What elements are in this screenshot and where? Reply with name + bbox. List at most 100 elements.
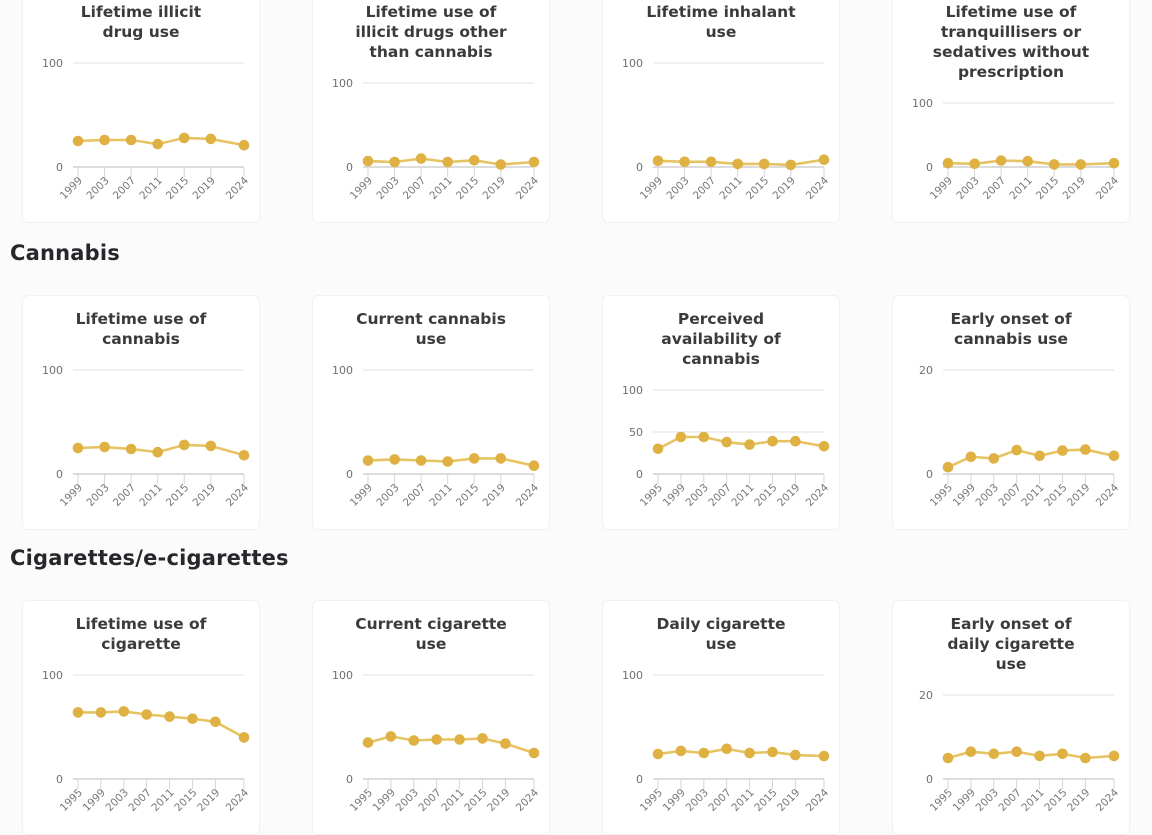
data-point xyxy=(732,158,743,170)
data-point xyxy=(495,159,507,170)
x-axis-label: 2003 xyxy=(684,482,711,509)
data-point xyxy=(785,159,797,171)
x-axis-label: 1999 xyxy=(661,482,688,509)
data-point xyxy=(362,737,374,748)
data-point xyxy=(675,745,687,757)
data-point xyxy=(1011,444,1022,456)
x-axis-label: 2011 xyxy=(427,175,454,202)
x-axis-label: 2019 xyxy=(481,175,508,202)
chart-row: 0 100 1995 1999 2003 2007 2011 2015 2019 2024 Life… xyxy=(22,600,1130,835)
data-point xyxy=(1080,752,1091,764)
x-axis-label: 2007 xyxy=(996,787,1023,814)
data-point xyxy=(988,748,1000,760)
data-point xyxy=(1057,748,1068,760)
data-point xyxy=(468,453,480,464)
x-axis-label: 2019 xyxy=(771,175,798,202)
x-axis-label: 2019 xyxy=(191,175,218,202)
x-axis-label: 1995 xyxy=(58,787,85,814)
y-axis-label: 20 xyxy=(919,364,933,377)
x-axis-label: 2003 xyxy=(954,175,981,202)
x-axis-label: 2015 xyxy=(164,175,191,202)
data-point xyxy=(790,435,801,447)
data-point xyxy=(442,156,453,168)
x-axis-label: 2007 xyxy=(706,787,733,814)
data-point xyxy=(385,731,397,742)
data-point xyxy=(652,155,664,167)
y-axis-label: 100 xyxy=(42,364,63,377)
x-axis-label: 2003 xyxy=(394,787,421,814)
chart-card: 0 50 100 1995 1999 2003 2007 2011 2015 2019 2024 Pe… xyxy=(602,295,840,530)
x-axis-label: 2011 xyxy=(1019,787,1046,814)
y-axis-label: 0 xyxy=(636,161,643,174)
data-point xyxy=(744,439,755,450)
chart-plot: 0 100 1999 2003 2007 2011 2015 2019 2024 xyxy=(42,364,251,509)
chart-title: Current cannabis use xyxy=(356,310,506,348)
x-axis-label: 1995 xyxy=(638,482,665,509)
chart-plot: 0 100 1999 2003 2007 2011 2015 2019 2024 xyxy=(332,77,541,202)
data-point xyxy=(705,156,717,168)
x-axis-label: 2024 xyxy=(224,174,252,202)
x-axis-label: 2007 xyxy=(401,175,428,202)
x-axis-label: 2019 xyxy=(775,482,802,509)
x-axis-label: 2024 xyxy=(1094,481,1122,509)
y-axis-label: 100 xyxy=(332,669,353,682)
x-axis-label: 2024 xyxy=(804,481,832,509)
data-point xyxy=(210,716,221,728)
chart-title: Daily cigarette use xyxy=(656,615,786,653)
y-axis-label: 0 xyxy=(346,773,353,786)
section-header: Cannabis xyxy=(10,241,120,265)
data-point xyxy=(721,743,732,755)
x-axis-label: 1999 xyxy=(58,482,85,509)
chart-card: 0 100 1995 1999 2003 2007 2011 2015 2019 2024 Life… xyxy=(22,600,260,835)
y-axis-label: 0 xyxy=(346,468,353,481)
chart-row: 0 100 1999 2003 2007 2011 2015 2019 2024 Lifetime… xyxy=(22,295,1130,530)
data-point xyxy=(238,732,250,743)
x-axis-label: 1999 xyxy=(81,787,108,814)
x-axis-label: 1999 xyxy=(928,175,955,202)
x-axis-label: 2003 xyxy=(664,175,691,202)
x-axis-label: 2003 xyxy=(974,482,1001,509)
data-point xyxy=(389,156,400,168)
x-axis-label: 2019 xyxy=(1065,787,1092,814)
data-point xyxy=(415,455,427,466)
data-point xyxy=(72,442,84,454)
x-axis-label: 2024 xyxy=(514,786,542,814)
x-axis-label: 2003 xyxy=(684,787,711,814)
data-point xyxy=(205,440,217,452)
x-axis-label: 2024 xyxy=(514,481,542,509)
x-axis-label: 2015 xyxy=(164,482,191,509)
y-axis-label: 100 xyxy=(912,97,933,110)
x-axis-label: 1999 xyxy=(951,787,978,814)
x-axis-label: 1999 xyxy=(348,482,375,509)
data-point xyxy=(995,155,1007,166)
x-axis-label: 2015 xyxy=(744,175,771,202)
y-axis-label: 0 xyxy=(636,773,643,786)
y-axis-label: 0 xyxy=(636,468,643,481)
data-point xyxy=(72,707,84,718)
data-point xyxy=(818,750,830,762)
chart-title: Lifetime use of tranquillisers or sedati… xyxy=(932,3,1090,81)
x-axis-label: 2019 xyxy=(195,787,222,814)
x-axis-label: 1999 xyxy=(348,175,375,202)
x-axis-label: 2015 xyxy=(454,482,481,509)
chart-title: Lifetime illicit drug use xyxy=(80,3,202,41)
section-header: Cigarettes/e-cigarettes xyxy=(10,546,289,570)
y-axis-label: 100 xyxy=(622,384,643,397)
data-point xyxy=(500,738,511,749)
data-point xyxy=(415,153,427,164)
data-point xyxy=(99,441,110,453)
data-point xyxy=(679,156,690,168)
x-axis-label: 2015 xyxy=(454,175,481,202)
x-axis-label: 2007 xyxy=(111,175,138,202)
chart-plot: 0 100 1999 2003 2007 2011 2015 2019 2024 xyxy=(622,57,831,202)
y-axis-label: 100 xyxy=(622,669,643,682)
x-axis-label: 2011 xyxy=(729,482,756,509)
x-axis-label: 2015 xyxy=(462,787,489,814)
x-axis-label: 2019 xyxy=(775,787,802,814)
data-point xyxy=(1080,444,1091,455)
x-axis-label: 2011 xyxy=(729,787,756,814)
chart-card: 0 100 1999 2003 2007 2011 2015 2019 2024 Lifetime… xyxy=(602,0,840,223)
x-axis-label: 2007 xyxy=(111,482,138,509)
